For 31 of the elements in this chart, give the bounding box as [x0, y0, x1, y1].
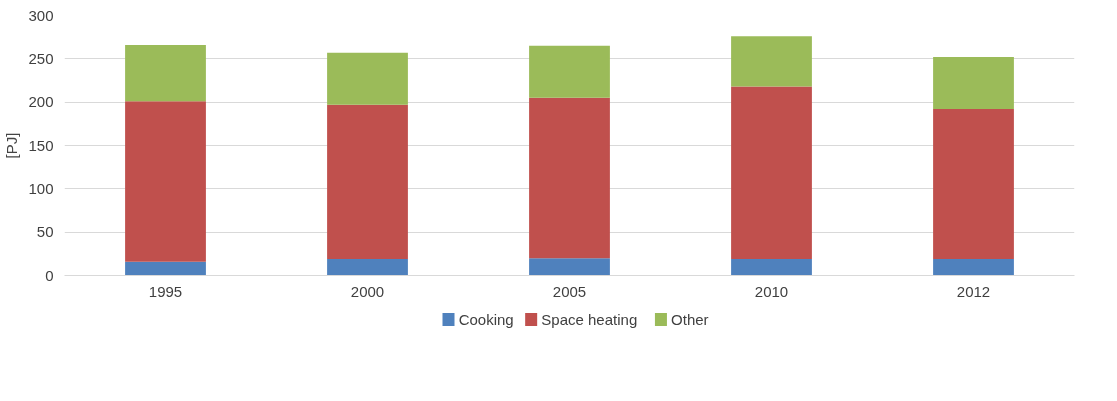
bar	[327, 104, 408, 260]
x-tick-label: 2000	[350, 282, 385, 300]
y-tick-label: 300	[28, 6, 54, 24]
bar	[529, 258, 610, 276]
y-tick-label: 200	[28, 93, 54, 111]
bar	[731, 259, 812, 276]
bar	[933, 259, 1014, 276]
bar	[731, 86, 812, 260]
legend-label: Cooking	[458, 311, 514, 328]
bar	[327, 259, 408, 276]
bar	[125, 261, 206, 276]
bar	[327, 52, 408, 105]
bar	[529, 45, 610, 98]
bar	[933, 57, 1014, 110]
x-tick-label: 2005	[552, 282, 587, 300]
x-tick-label: 2010	[754, 282, 789, 300]
legend-label: Space heating	[541, 311, 638, 328]
bar	[125, 101, 206, 262]
y-axis-title: [PJ]	[3, 132, 21, 159]
y-tick-label: 100	[28, 179, 54, 197]
x-tick-label: 2012	[956, 282, 991, 300]
x-tick-label: 1995	[148, 282, 183, 300]
legend-label: Other	[671, 311, 709, 328]
bar	[933, 109, 1014, 260]
bar	[125, 44, 206, 102]
y-tick-label: 0	[45, 266, 54, 284]
y-tick-label: 150	[28, 136, 54, 154]
bar	[731, 36, 812, 87]
bar	[529, 97, 610, 259]
y-tick-label: 250	[28, 49, 54, 67]
y-tick-label: 50	[36, 223, 54, 241]
